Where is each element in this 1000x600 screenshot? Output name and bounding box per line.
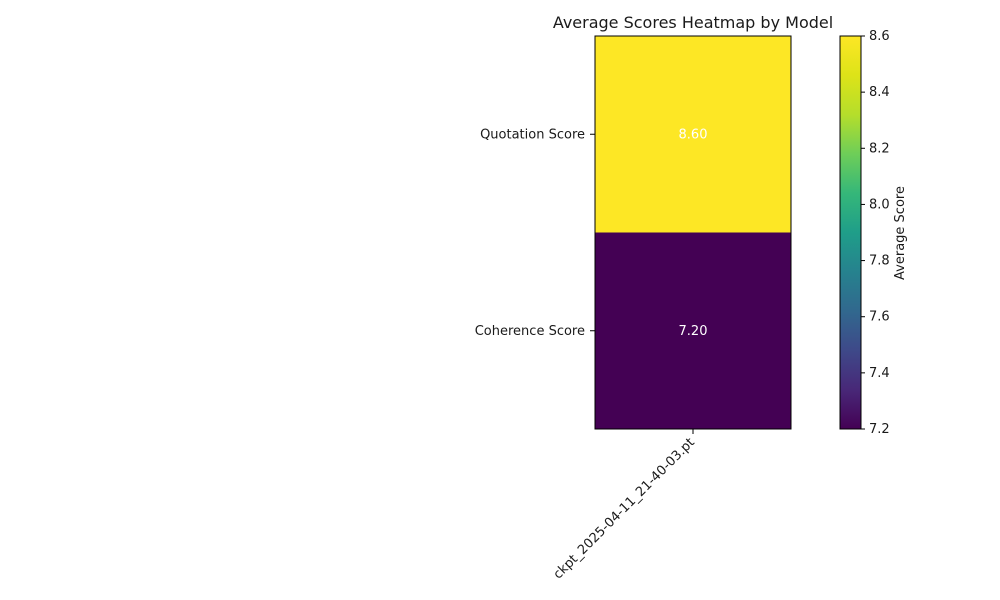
y-tick-label: Coherence Score — [475, 324, 585, 339]
colorbar-tick-label: 8.4 — [869, 85, 890, 100]
colorbar-tick-label: 7.6 — [869, 310, 890, 325]
heatmap-cell — [595, 232, 791, 429]
colorbar-tick-label: 8.6 — [869, 29, 890, 44]
colorbar-label: Average Score — [893, 186, 908, 280]
colorbar-tick-label: 8.0 — [869, 197, 890, 212]
cell-value-label: 7.20 — [679, 324, 708, 339]
x-tick-label: ckpt_2025-04-11_21-40-03.pt — [551, 435, 698, 582]
colorbar-tick-label: 7.4 — [869, 366, 890, 381]
chart-title: Average Scores Heatmap by Model — [553, 13, 833, 32]
heatmap-frame — [594, 35, 792, 430]
x-axis: ckpt_2025-04-11_21-40-03.pt — [551, 429, 698, 582]
colorbar-gradient — [839, 35, 862, 430]
colorbar-tick-label: 7.8 — [869, 254, 890, 269]
colorbar: 7.2 7.4 7.6 7.8 8.0 8.2 8.4 8.6 Average Score — [839, 29, 908, 437]
heatmap-cell — [595, 36, 791, 233]
y-axis: Quotation Score Coherence Score — [475, 127, 595, 339]
colorbar-tick-label: 7.2 — [869, 422, 890, 437]
cell-value-label: 8.60 — [679, 127, 708, 142]
colorbar-tick-label: 8.2 — [869, 141, 890, 156]
y-tick-label: Quotation Score — [480, 127, 585, 142]
heatmap-cells: 8.60 7.20 — [595, 36, 791, 429]
colorbar-ticks: 7.2 7.4 7.6 7.8 8.0 8.2 8.4 8.6 — [861, 29, 890, 437]
